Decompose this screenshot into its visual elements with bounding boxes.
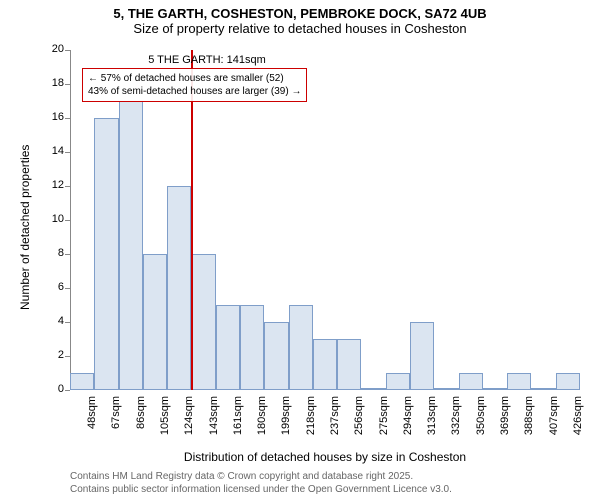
histogram-bar xyxy=(94,118,118,390)
x-axis-label: Distribution of detached houses by size … xyxy=(70,450,580,464)
y-tick xyxy=(65,152,70,153)
histogram-bar xyxy=(361,388,385,390)
histogram-bar xyxy=(410,322,434,390)
annotation-line-2: 43% of semi-detached houses are larger (… xyxy=(88,85,301,98)
histogram-bar xyxy=(337,339,361,390)
y-axis-label: Number of detached properties xyxy=(18,145,32,310)
histogram-bar xyxy=(167,186,191,390)
y-axis xyxy=(70,50,71,390)
x-tick-label: 332sqm xyxy=(450,396,462,451)
histogram-bar xyxy=(216,305,240,390)
annotation-box: ← 57% of detached houses are smaller (52… xyxy=(82,68,307,102)
y-tick xyxy=(65,288,70,289)
histogram-bar xyxy=(483,388,507,390)
y-tick-label: 6 xyxy=(34,281,64,293)
y-tick xyxy=(65,254,70,255)
y-tick xyxy=(65,322,70,323)
x-tick-label: 388sqm xyxy=(523,396,535,451)
x-tick-label: 48sqm xyxy=(86,396,98,451)
x-tick-label: 237sqm xyxy=(329,396,341,451)
footer-line-2: Contains public sector information licen… xyxy=(70,483,452,496)
y-tick-label: 10 xyxy=(34,213,64,225)
y-tick xyxy=(65,50,70,51)
y-tick xyxy=(65,84,70,85)
histogram-bar xyxy=(70,373,94,390)
footer-attribution: Contains HM Land Registry data © Crown c… xyxy=(70,470,452,496)
y-tick-label: 20 xyxy=(34,43,64,55)
x-tick-label: 369sqm xyxy=(499,396,511,451)
y-tick-label: 2 xyxy=(34,349,64,361)
y-tick-label: 14 xyxy=(34,145,64,157)
x-tick-label: 407sqm xyxy=(548,396,560,451)
histogram-bar xyxy=(119,101,143,390)
chart-container: 5, THE GARTH, COSHESTON, PEMBROKE DOCK, … xyxy=(0,0,600,500)
histogram-bar xyxy=(289,305,313,390)
histogram-bar xyxy=(507,373,531,390)
x-tick-label: 218sqm xyxy=(305,396,317,451)
y-tick-label: 12 xyxy=(34,179,64,191)
histogram-bar xyxy=(556,373,580,390)
y-tick-label: 0 xyxy=(34,383,64,395)
chart-title-1: 5, THE GARTH, COSHESTON, PEMBROKE DOCK, … xyxy=(0,6,600,21)
y-tick xyxy=(65,118,70,119)
x-tick-label: 350sqm xyxy=(475,396,487,451)
x-tick-label: 86sqm xyxy=(135,396,147,451)
chart-title-2: Size of property relative to detached ho… xyxy=(0,21,600,36)
plot-area: 0246810121416182048sqm67sqm86sqm105sqm12… xyxy=(70,50,580,390)
histogram-bar xyxy=(459,373,483,390)
histogram-bar xyxy=(264,322,288,390)
x-tick-label: 105sqm xyxy=(159,396,171,451)
x-tick-label: 294sqm xyxy=(402,396,414,451)
histogram-bar xyxy=(386,373,410,390)
x-tick-label: 124sqm xyxy=(183,396,195,451)
x-tick-label: 256sqm xyxy=(353,396,365,451)
x-tick-label: 180sqm xyxy=(256,396,268,451)
y-tick-label: 16 xyxy=(34,111,64,123)
histogram-bar xyxy=(531,388,555,390)
histogram-bar xyxy=(240,305,264,390)
y-tick xyxy=(65,186,70,187)
y-tick-label: 8 xyxy=(34,247,64,259)
footer-line-1: Contains HM Land Registry data © Crown c… xyxy=(70,470,452,483)
annotation-line-1: ← 57% of detached houses are smaller (52… xyxy=(88,72,301,85)
histogram-bar xyxy=(434,388,458,390)
x-tick-label: 275sqm xyxy=(378,396,390,451)
x-tick-label: 67sqm xyxy=(110,396,122,451)
chart-titles: 5, THE GARTH, COSHESTON, PEMBROKE DOCK, … xyxy=(0,0,600,36)
x-tick-label: 143sqm xyxy=(208,396,220,451)
x-tick-label: 199sqm xyxy=(280,396,292,451)
histogram-bar xyxy=(143,254,167,390)
y-tick xyxy=(65,356,70,357)
x-tick-label: 161sqm xyxy=(232,396,244,451)
x-tick-label: 313sqm xyxy=(426,396,438,451)
y-tick xyxy=(65,390,70,391)
annotation-title: 5 THE GARTH: 141sqm xyxy=(82,54,332,66)
y-tick-label: 4 xyxy=(34,315,64,327)
histogram-bar xyxy=(191,254,215,390)
y-tick xyxy=(65,220,70,221)
x-tick-label: 426sqm xyxy=(572,396,584,451)
histogram-bar xyxy=(313,339,337,390)
y-tick-label: 18 xyxy=(34,77,64,89)
